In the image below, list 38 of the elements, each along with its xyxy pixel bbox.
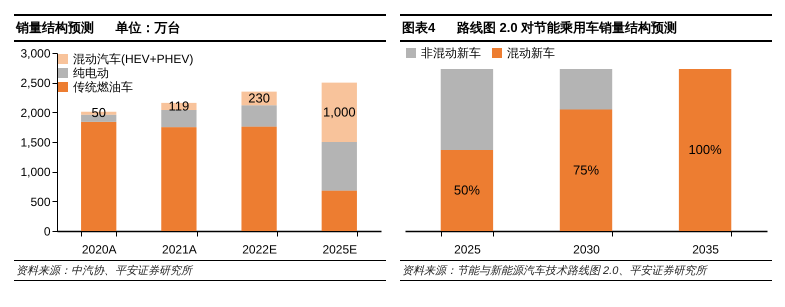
- chart-title: 销量结构预测 单位：万台: [14, 14, 386, 42]
- bar: [241, 126, 277, 231]
- legend-label: 传统燃油车: [73, 80, 133, 94]
- data-label: 75%: [572, 162, 600, 178]
- bar: [81, 122, 116, 231]
- x-tick-label: 2022E: [242, 242, 277, 256]
- y-tick-label: 2,500: [20, 76, 51, 90]
- x-tick-label: 2020A: [82, 242, 117, 256]
- bar: [161, 110, 197, 128]
- bar: [161, 127, 197, 231]
- legend-label: 混动汽车(HEV+PHEV): [73, 52, 194, 66]
- text: 资料来源：中汽协、平安证券研究所: [14, 260, 386, 281]
- data-label: 50: [91, 105, 106, 120]
- text: 资料来源：节能与新能源汽车技术路线图 2.0、平安证券研究所: [400, 260, 772, 281]
- x-tick-label: 2021A: [162, 242, 197, 256]
- x-tick-label: 2025E: [322, 242, 358, 256]
- bar: [322, 190, 357, 231]
- data-label: 230: [248, 90, 270, 106]
- y-tick-label: 3,000: [20, 46, 51, 60]
- y-tick-label: 1,000: [20, 165, 51, 180]
- data-label: 100%: [688, 142, 722, 157]
- legend-label: 非混动新车: [421, 46, 481, 60]
- legend-label: 纯电动: [73, 66, 109, 80]
- y-tick-label: 1,500: [20, 136, 51, 150]
- bar: [322, 82, 357, 142]
- y-tick-label: 0: [44, 224, 51, 238]
- x-tick-label: 2035: [692, 242, 720, 256]
- x-tick-label: 2030: [573, 242, 600, 256]
- y-tick-label: 2,000: [20, 106, 51, 120]
- data-label: 50%: [454, 182, 480, 198]
- y-tick-label: 500: [30, 194, 51, 209]
- chart-title: 图表4 路线图 2.0 对节能乘用车销量结构预测: [400, 14, 772, 42]
- legend-label: 混动新车: [507, 46, 555, 60]
- bar: [322, 142, 357, 191]
- x-tick-label: 2025: [454, 242, 482, 256]
- bar: [241, 105, 277, 127]
- data-label: 1,000: [323, 104, 356, 120]
- data-label: 119: [168, 98, 190, 114]
